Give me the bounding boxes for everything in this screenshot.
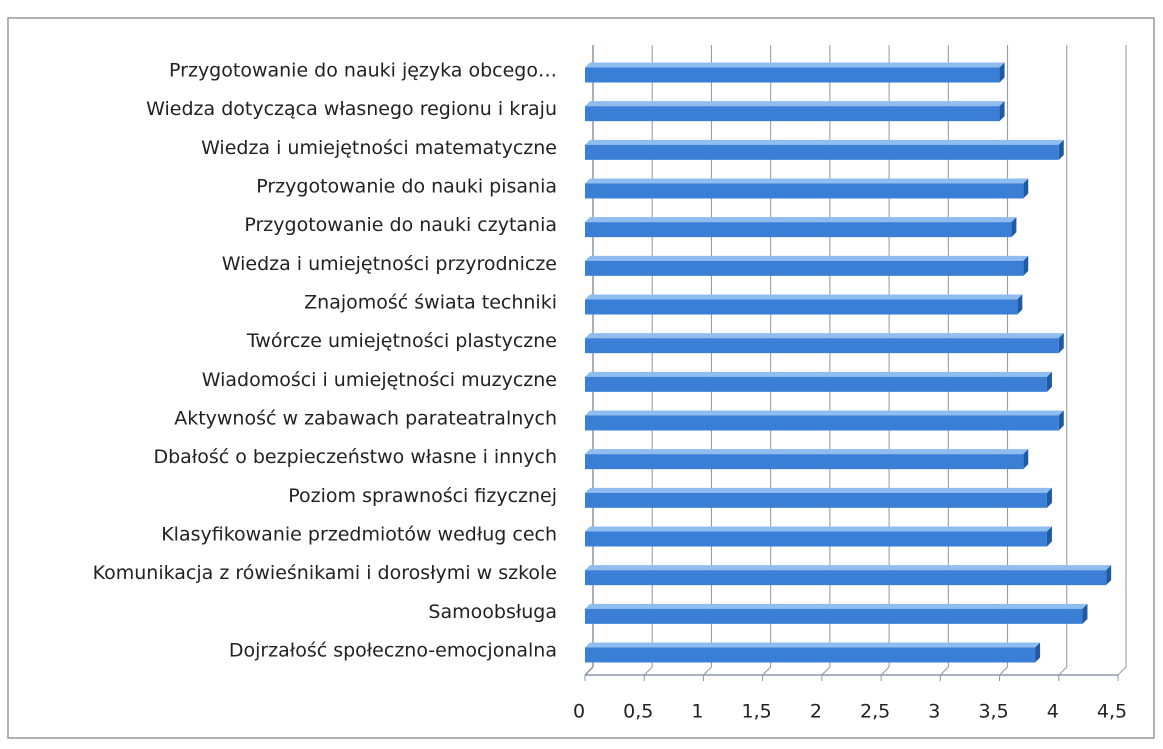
x-tick-label: 3 (928, 701, 940, 723)
bar-top (585, 642, 1041, 648)
bar-end (1023, 178, 1029, 199)
bar-end (1058, 410, 1064, 431)
x-tick-label: 1 (691, 701, 703, 723)
grid-floor (1117, 666, 1127, 676)
y-tick-label: Komunikacja z rówieśnikami i dorosłymi w… (93, 562, 557, 584)
x-tick-label: 0 (573, 701, 585, 723)
y-tick-label: Poziom sprawności fizycznej (288, 485, 557, 507)
bar-top (585, 526, 1052, 532)
bar (585, 222, 1012, 238)
bar-end (999, 101, 1005, 122)
grid-floor (703, 666, 712, 676)
bar (585, 183, 1024, 199)
x-tick-label: 3,5 (978, 701, 1008, 723)
y-tick-label: Wiadomości i umiejętności muzyczne (202, 369, 557, 391)
bar-top (585, 255, 1029, 261)
grid-floor (584, 666, 594, 676)
bar-top (585, 178, 1029, 184)
y-tick-label: Dojrzałość społeczno-emocjonalna (229, 640, 557, 662)
bar (585, 299, 1018, 315)
bar-top (585, 333, 1064, 339)
y-tick-label: Znajomość świata techniki (304, 292, 557, 314)
bar-top (585, 371, 1052, 377)
grid-floor (762, 666, 772, 676)
bar-top (585, 139, 1064, 145)
y-tick-label: Przygotowanie do nauki czytania (244, 214, 557, 236)
bar (585, 454, 1024, 470)
y-tick-label: Wiedza dotycząca własnego regionu i kraj… (146, 98, 557, 120)
y-tick-label: Przygotowanie do nauki języka obcego… (169, 60, 557, 82)
y-tick-label: Samoobsługa (428, 601, 557, 623)
bar-end (1046, 487, 1052, 508)
bar-end (1058, 139, 1064, 160)
bar (585, 106, 1000, 122)
bar-top (585, 449, 1029, 455)
bar-end (1035, 642, 1041, 663)
y-tick-label: Aktywność w zabawach parateatralnych (174, 408, 557, 430)
bar (585, 67, 1000, 83)
bar (585, 338, 1059, 354)
bar-top (585, 62, 1005, 68)
grid-floor (999, 666, 1008, 676)
bar-top (585, 487, 1052, 493)
bar (585, 570, 1107, 586)
bar (585, 608, 1083, 624)
bar (585, 144, 1059, 160)
grid-floor (643, 666, 653, 676)
y-tick-label: Twórcze umiejętności plastyczne (246, 330, 557, 352)
bar-top (585, 294, 1023, 300)
y-tick-label: Wiedza i umiejętności matematyczne (201, 137, 557, 159)
bar-end (1023, 449, 1029, 470)
bar-end (1106, 565, 1112, 586)
y-tick-label: Klasyfikowanie przedmiotów według cech (161, 524, 557, 546)
y-tick-label: Przygotowanie do nauki pisania (256, 176, 557, 198)
y-tick-label: Dbałość o bezpieczeństwo własne i innych (153, 446, 557, 468)
bar (585, 260, 1024, 276)
bar-end (1017, 294, 1023, 315)
bar-end (1046, 526, 1052, 547)
x-tick-label: 2,5 (860, 701, 890, 723)
x-tick-label: 2 (810, 701, 822, 723)
bar (585, 492, 1047, 508)
grid-floor (821, 666, 831, 676)
x-tick-label: 0,5 (623, 701, 653, 723)
bar-top (585, 410, 1064, 416)
bar (585, 415, 1059, 431)
x-tick-label: 4 (1047, 701, 1059, 723)
bar-top (585, 101, 1005, 107)
y-tick-label: Wiedza i umiejętności przyrodnicze (222, 253, 557, 275)
bar-end (1082, 603, 1088, 624)
bar (585, 647, 1036, 663)
bar-top (585, 217, 1017, 223)
bar-end (1058, 333, 1064, 354)
bar (585, 531, 1047, 547)
grid-floor (1058, 666, 1068, 676)
x-tick-label: 4,5 (1097, 701, 1127, 723)
x-tick-label: 1,5 (742, 701, 772, 723)
grid-floor (880, 666, 890, 676)
bar-top (585, 603, 1088, 609)
bar-end (1046, 371, 1052, 392)
bar-end (1023, 255, 1029, 276)
bar (585, 376, 1047, 392)
bar-end (999, 62, 1005, 83)
grid-floor (939, 666, 949, 676)
bar-end (1011, 217, 1017, 238)
bar-top (585, 565, 1112, 571)
